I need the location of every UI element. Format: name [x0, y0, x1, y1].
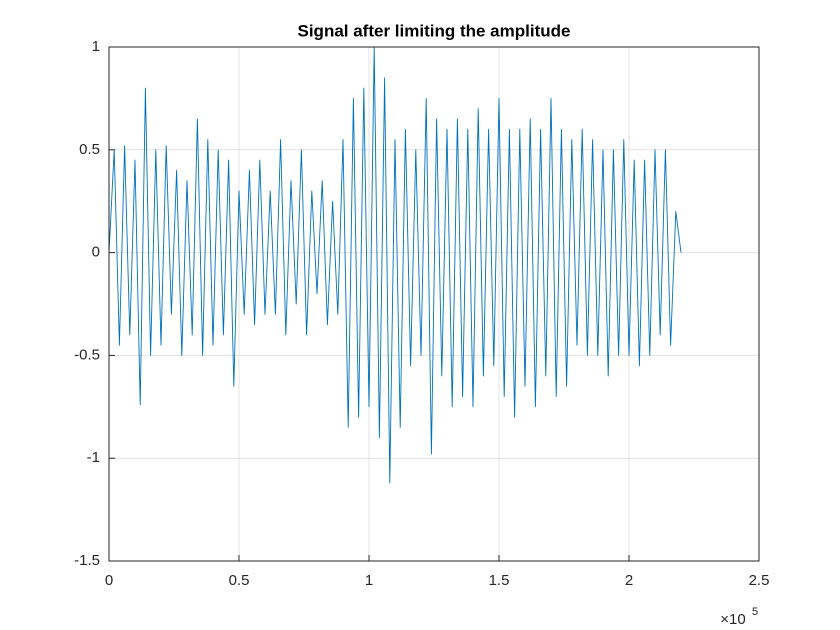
y-tick-label: 1: [92, 38, 100, 55]
y-tick-label: 0: [92, 244, 100, 261]
axes-box: [108, 46, 760, 562]
signal-line: [108, 46, 682, 484]
y-tick-label: -1.5: [74, 552, 100, 569]
x-tick-label: 0.5: [229, 572, 250, 589]
y-tick-label: 0.5: [79, 141, 100, 158]
x-tick-label: 1: [365, 572, 373, 589]
chart-title: Signal after limiting the amplitude: [298, 21, 571, 40]
x-tick-label: 2.5: [749, 572, 770, 589]
x-multiplier: ×10: [720, 611, 745, 628]
x-tick-label: 1.5: [489, 572, 510, 589]
x-exponent: 5: [752, 606, 758, 618]
x-tick-label: 2: [625, 572, 633, 589]
y-tick-label: -1: [87, 449, 100, 466]
y-tick-label: -0.5: [74, 346, 100, 363]
x-tick-label: 0: [105, 572, 113, 589]
